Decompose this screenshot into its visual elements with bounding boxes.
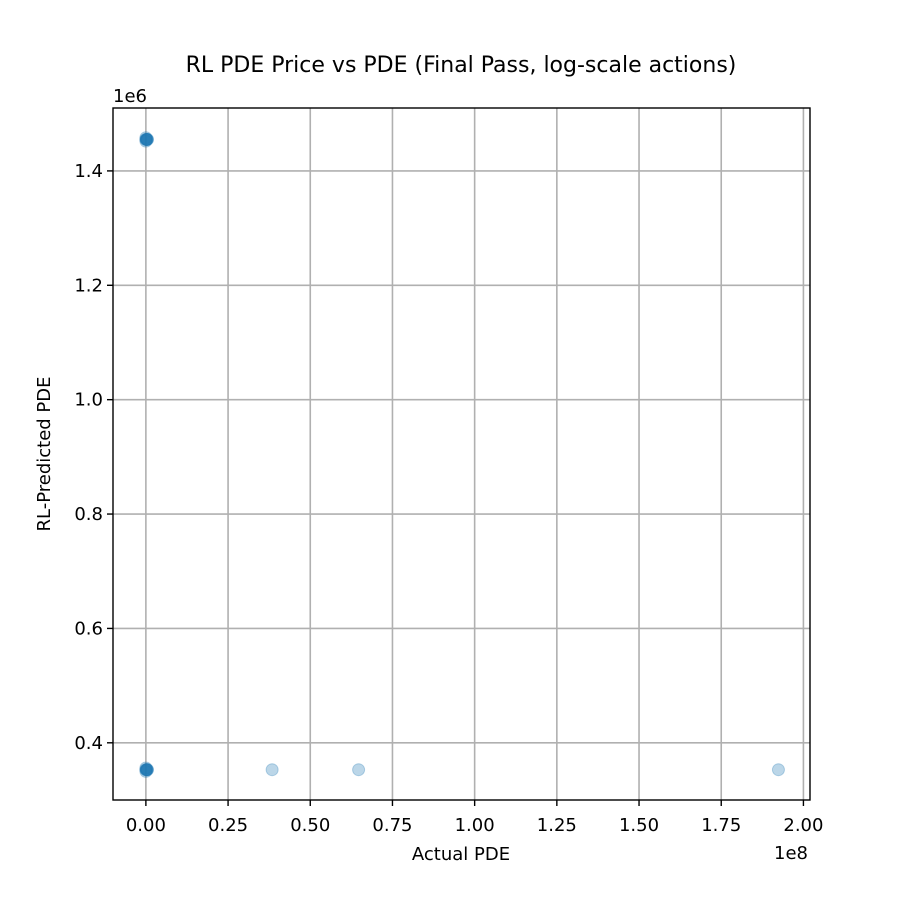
x-tick-label: 1.50 — [619, 815, 659, 836]
scatter-point — [139, 763, 153, 777]
x-tick-label: 0.75 — [372, 815, 412, 836]
scatter-point — [265, 763, 279, 777]
scatter-point — [139, 132, 153, 146]
scatter-point — [771, 763, 785, 777]
x-tick-label: 0.50 — [290, 815, 330, 836]
scatter-point — [139, 134, 153, 148]
scatter-point — [140, 132, 154, 146]
y-tick-label: 1.2 — [74, 275, 103, 296]
x-tick-label: 0.00 — [126, 815, 166, 836]
grid — [113, 108, 810, 800]
scatter-point — [140, 763, 154, 777]
scatter-point — [139, 132, 153, 146]
scatter-point — [140, 763, 154, 777]
plot-frame — [112, 107, 811, 801]
x-tick-label: 1.25 — [537, 815, 577, 836]
scatter-point — [140, 763, 154, 777]
scatter-point — [141, 132, 155, 146]
axis-ticks: 0.00 0.25 0.50 0.75 1.00 1.25 1.50 1.75 2.00 0.4 0… — [74, 161, 823, 836]
y-tick-label: 0.8 — [74, 504, 103, 525]
y-tick-label: 1.4 — [74, 161, 103, 182]
scatter-point — [139, 763, 153, 777]
y-tick-label: 1.0 — [74, 390, 103, 411]
chart-title: RL PDE Price vs PDE (Final Pass, log-sca… — [186, 53, 737, 78]
x-axis-label: Actual PDE — [412, 844, 510, 865]
y-tick-label: 0.4 — [74, 733, 103, 754]
x-tick-label: 1.00 — [455, 815, 495, 836]
scatter-point — [140, 132, 154, 146]
x-tick-label: 2.00 — [783, 815, 823, 836]
scatter-point — [139, 764, 153, 778]
y-axis-label: RL-Predicted PDE — [34, 376, 55, 531]
x-tick-label: 1.75 — [701, 815, 741, 836]
x-tick-label: 0.25 — [208, 815, 248, 836]
data-points — [139, 131, 785, 778]
y-tick-label: 0.6 — [74, 618, 103, 639]
scatter-point — [352, 763, 366, 777]
y-axis-offset-label: 1e6 — [113, 86, 147, 107]
x-axis-offset-label: 1e8 — [774, 843, 808, 864]
scatter-point — [139, 761, 153, 775]
scatter-point — [139, 131, 153, 145]
scatter-point — [141, 763, 155, 777]
scatter-point — [140, 132, 154, 146]
